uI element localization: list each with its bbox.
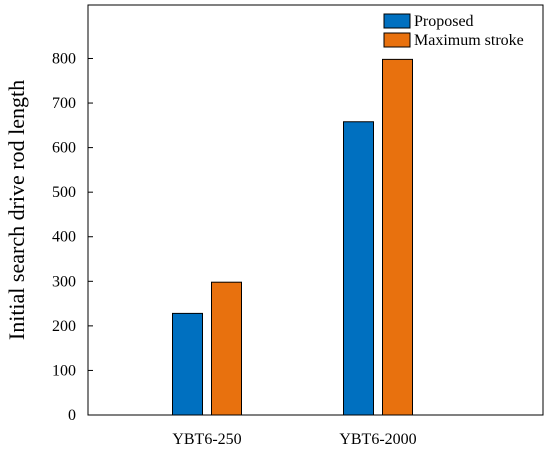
legend: Proposed Maximum stroke [383,13,524,49]
plot-frame [87,4,544,416]
bar-maximum-stroke-ybt6-2000 [382,58,413,416]
x-axis: YBT6-250 YBT6-2000 [172,431,416,448]
y-tick-label: 0 [68,407,76,424]
bar-proposed-ybt6-250 [172,312,203,416]
y-axis: 0 100 200 300 400 500 600 700 800 [52,50,93,424]
legend-label-maximum-stroke: Maximum stroke [414,32,524,49]
y-tick-label: 500 [52,184,76,201]
legend-swatch-maximum-stroke [383,32,411,48]
y-axis-title: Initial search drive rod length [4,80,29,340]
bars-layer [172,58,413,416]
legend-label-proposed: Proposed [414,13,474,30]
y-tick-label: 200 [52,318,76,335]
y-tick-label: 800 [52,50,76,67]
y-tick-label: 300 [52,273,76,290]
x-tick-label: YBT6-2000 [339,431,416,448]
y-tick-label: 700 [52,95,76,112]
y-tick-label: 100 [52,362,76,379]
y-tick-label: 600 [52,140,76,157]
y-tick-label: 400 [52,229,76,246]
bar-proposed-ybt6-2000 [343,121,374,416]
bar-maximum-stroke-ybt6-250 [211,281,242,416]
x-tick-label: YBT6-250 [172,431,241,448]
legend-swatch-proposed [383,13,411,29]
